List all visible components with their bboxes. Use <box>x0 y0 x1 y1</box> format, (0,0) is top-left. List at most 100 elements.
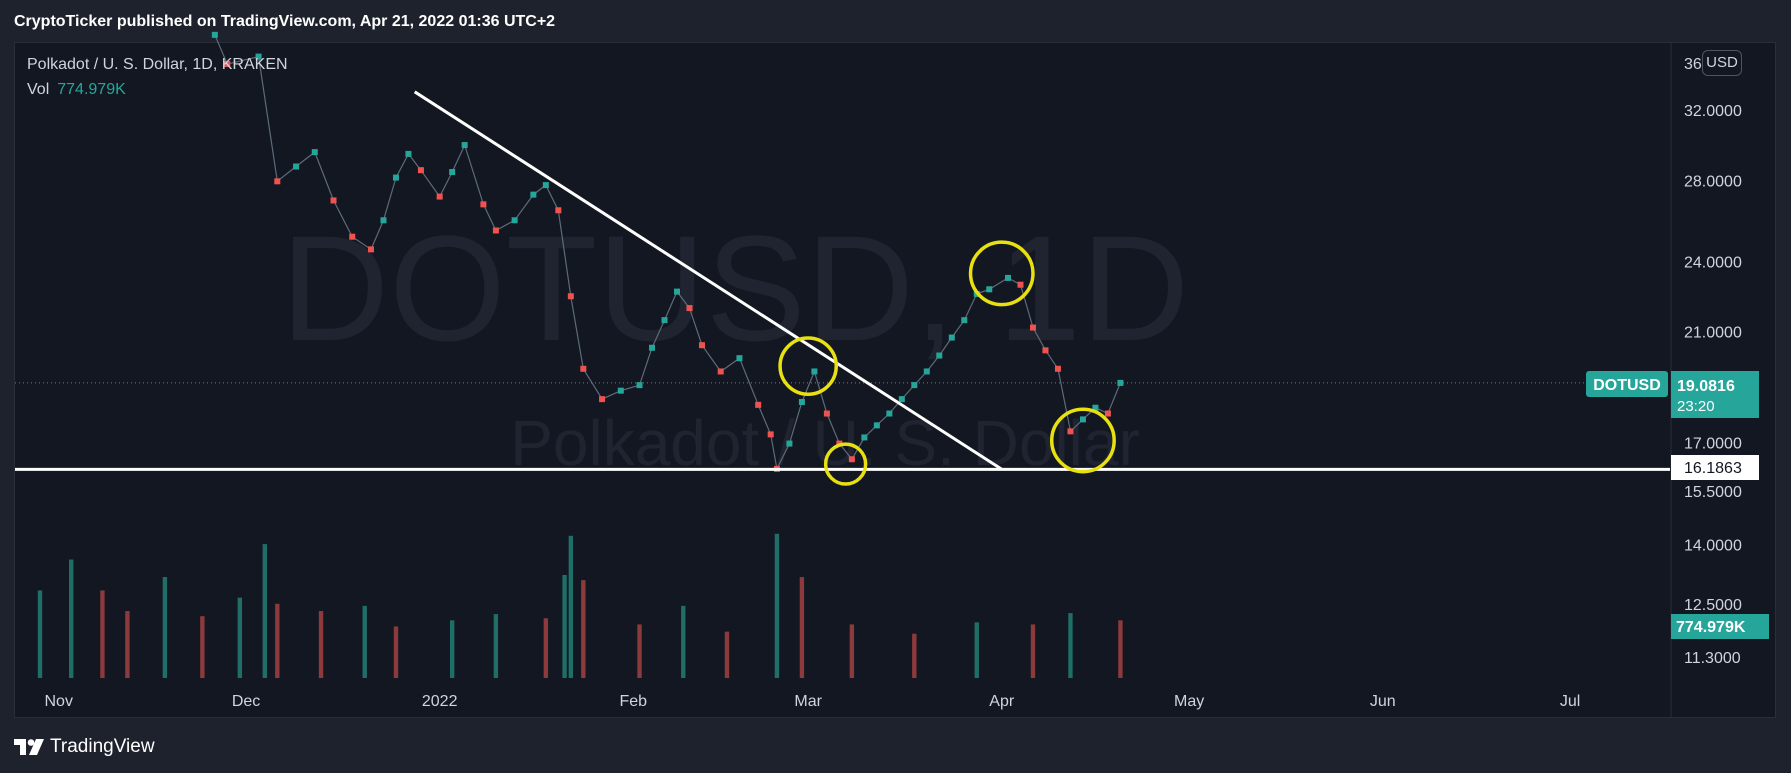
close-point <box>274 178 281 185</box>
price-labels: DOTUSD 19.0816 23:20 16.1863 774.979K 36 <box>1586 56 1769 639</box>
close-point <box>599 396 606 403</box>
close-point <box>911 382 918 389</box>
close-point <box>636 382 643 389</box>
close-point <box>1042 347 1049 354</box>
volume-bar <box>912 633 917 678</box>
close-point <box>367 246 374 253</box>
volume-bar <box>974 622 979 678</box>
last-price-symbol-tag <box>1586 371 1668 397</box>
close-point <box>686 305 693 312</box>
close-point <box>330 197 337 204</box>
close-point <box>567 293 574 300</box>
close-point <box>417 167 424 174</box>
x-tick-label: Jul <box>1560 693 1580 710</box>
close-point <box>923 368 930 375</box>
close-point <box>936 352 943 359</box>
volume-bar <box>37 590 43 678</box>
legend-volume[interactable]: Vol 774.979K <box>27 77 288 102</box>
close-point <box>211 31 218 38</box>
close-point <box>380 217 387 224</box>
watermark-symbol: DOTUSD, 1D <box>281 204 1189 372</box>
close-point <box>861 434 868 441</box>
volume-bar <box>162 577 168 678</box>
volume-value-label: 774.979K <box>1676 619 1746 636</box>
chart-frame <box>14 42 1776 718</box>
close-point <box>1017 281 1024 288</box>
close-point <box>511 217 518 224</box>
volume-bar <box>69 559 74 678</box>
close-point <box>948 334 955 341</box>
y-tick-label: 14.0000 <box>1684 538 1742 555</box>
volume-bar <box>125 611 130 678</box>
close-point <box>580 365 587 372</box>
close-point <box>349 233 356 240</box>
close-point <box>1104 410 1111 417</box>
close-point <box>555 207 562 214</box>
currency-button[interactable]: USD <box>1702 50 1742 76</box>
volume-bar <box>774 533 780 678</box>
close-point <box>848 456 855 463</box>
close-point <box>1005 274 1011 281</box>
close-point <box>255 53 262 60</box>
close-point <box>1029 324 1036 331</box>
close-point <box>480 201 487 208</box>
volume-bar <box>562 574 567 678</box>
x-tick-label: Feb <box>619 693 647 710</box>
close-point <box>798 398 805 405</box>
volume-bar <box>1118 620 1123 678</box>
volume-value-tag <box>1671 614 1769 639</box>
volume-bar <box>681 605 686 678</box>
close-point <box>492 227 499 234</box>
close-point <box>461 142 468 149</box>
x-tick-label: Dec <box>232 693 260 710</box>
volume-bar <box>849 624 855 678</box>
price-axis[interactable]: 32.0000 28.0000 24.0000 21.0000 17.0000 15.50… <box>1684 103 1742 667</box>
level-price-tag <box>1671 455 1759 480</box>
y-tick-label: 17.0000 <box>1684 436 1742 453</box>
x-tick-label: May <box>1174 693 1204 710</box>
close-point <box>449 169 456 176</box>
close-point <box>898 396 905 403</box>
legend-symbol[interactable]: Polkadot / U. S. Dollar, 1D, KRAKEN <box>27 56 288 73</box>
y-tick-label: 11.3000 <box>1684 650 1741 667</box>
close-point <box>823 410 830 417</box>
volume-bar <box>493 614 499 678</box>
footer-brand[interactable]: TradingView <box>50 736 155 757</box>
close-point <box>649 344 656 351</box>
footer: TradingView <box>14 732 155 762</box>
close-point <box>617 387 624 394</box>
publish-bar: CryptoTicker published on TradingView.co… <box>0 0 1791 44</box>
y-tick-label: 28.0000 <box>1684 173 1742 190</box>
close-point <box>886 410 893 417</box>
close-point <box>661 317 668 324</box>
annotation-circle <box>823 442 868 486</box>
volume-bar <box>237 597 243 678</box>
annotation-circle <box>968 240 1035 307</box>
descending-trendline <box>413 90 1003 471</box>
volume-bar <box>543 618 549 678</box>
close-point <box>224 61 231 68</box>
volume-bar <box>568 535 574 678</box>
close-point <box>1079 416 1086 423</box>
volume-bar <box>637 624 642 678</box>
volume-bar <box>1068 613 1073 678</box>
close-point <box>986 286 993 293</box>
close-point <box>293 163 300 170</box>
drawings[interactable] <box>15 90 1670 486</box>
x-tick-label: 2022 <box>422 693 458 710</box>
close-point <box>811 368 818 375</box>
legend: Polkadot / U. S. Dollar, 1D, KRAKEN Vol 7… <box>27 52 288 102</box>
tradingview-logo-icon[interactable] <box>14 739 44 755</box>
close-point <box>405 150 412 157</box>
close-price-line <box>214 34 1121 471</box>
close-point <box>736 355 743 362</box>
last-price-symbol: DOTUSD <box>1593 377 1661 394</box>
countdown-timer: 23:20 <box>1677 398 1715 415</box>
price-line <box>15 31 1670 472</box>
volume-bar <box>449 620 455 678</box>
close-point <box>698 342 705 349</box>
time-axis[interactable]: Nov Dec 2022 Feb Mar Apr May Jun Jul <box>44 693 1580 710</box>
last-price-tag <box>1671 371 1759 418</box>
